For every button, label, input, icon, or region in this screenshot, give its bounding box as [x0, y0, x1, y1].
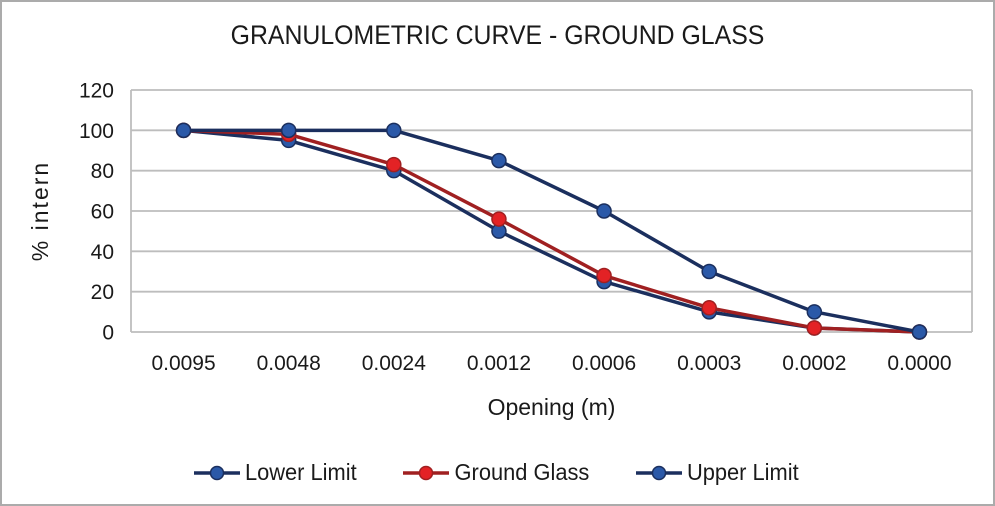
- y-tick-label-120: 120: [79, 80, 114, 103]
- x-tick-label-0.0048: 0.0048: [257, 352, 321, 375]
- y-tick-label-100: 100: [79, 120, 114, 143]
- y-tick-label-0: 0: [102, 322, 114, 345]
- x-tick-label-0.0000: 0.0000: [887, 352, 951, 375]
- data-point-ground-glass-0.0012: [491, 211, 507, 227]
- data-point-upper-limit-0.0000: [911, 324, 928, 340]
- legend: Lower Limit Ground Glass Upper Limit: [2, 459, 993, 486]
- legend-item-upper-limit: Upper Limit: [635, 459, 802, 486]
- y-tick-label-40: 40: [91, 241, 114, 264]
- chart-title: GRANULOMETRIC CURVE - GROUND GLASS: [230, 20, 765, 50]
- data-point-ground-glass-0.0006: [596, 267, 612, 284]
- legend-label-ground-glass: Ground Glass: [454, 459, 590, 485]
- x-tick-label-0.0002: 0.0002: [782, 352, 846, 375]
- legend-marker-lower-limit-icon: [194, 465, 241, 480]
- series-line-ground-glass: [181, 128, 922, 334]
- series-line-upper-limit: [181, 128, 922, 334]
- data-point-ground-glass-0.0003: [701, 300, 717, 316]
- legend-marker-upper-limit-icon: [635, 465, 682, 480]
- data-point-upper-limit-0.0024: [386, 122, 402, 139]
- legend-label-upper-limit: Upper Limit: [686, 459, 799, 485]
- data-point-upper-limit-0.0095: [175, 122, 192, 139]
- data-point-ground-glass-0.0002: [806, 320, 823, 336]
- x-tick-label-0.0095: 0.0095: [151, 352, 215, 375]
- legend-label-lower-limit: Lower Limit: [245, 459, 358, 485]
- data-point-upper-limit-0.0012: [491, 152, 507, 169]
- y-tick-label-80: 80: [91, 160, 114, 183]
- data-point-upper-limit-0.0003: [701, 263, 717, 280]
- data-point-upper-limit-0.0002: [806, 304, 823, 320]
- data-point-upper-limit-0.0048: [280, 122, 297, 139]
- data-point-ground-glass-0.0024: [386, 156, 402, 173]
- x-tick-label-0.0003: 0.0003: [677, 352, 741, 375]
- y-axis-title: % intern: [27, 161, 53, 261]
- legend-item-lower-limit: Lower Limit: [193, 459, 360, 486]
- x-tick-label-0.0012: 0.0012: [467, 352, 531, 375]
- data-point-upper-limit-0.0006: [596, 203, 612, 219]
- legend-marker-ground-glass-icon: [403, 465, 450, 480]
- series-line-lower-limit: [181, 128, 922, 334]
- x-tick-label-0.0006: 0.0006: [572, 352, 636, 375]
- x-tick-label-0.0024: 0.0024: [362, 352, 427, 375]
- legend-item-ground-glass: Ground Glass: [402, 459, 593, 486]
- x-axis-title: Opening (m): [488, 394, 616, 420]
- y-tick-label-60: 60: [91, 201, 114, 224]
- y-tick-label-20: 20: [91, 281, 114, 304]
